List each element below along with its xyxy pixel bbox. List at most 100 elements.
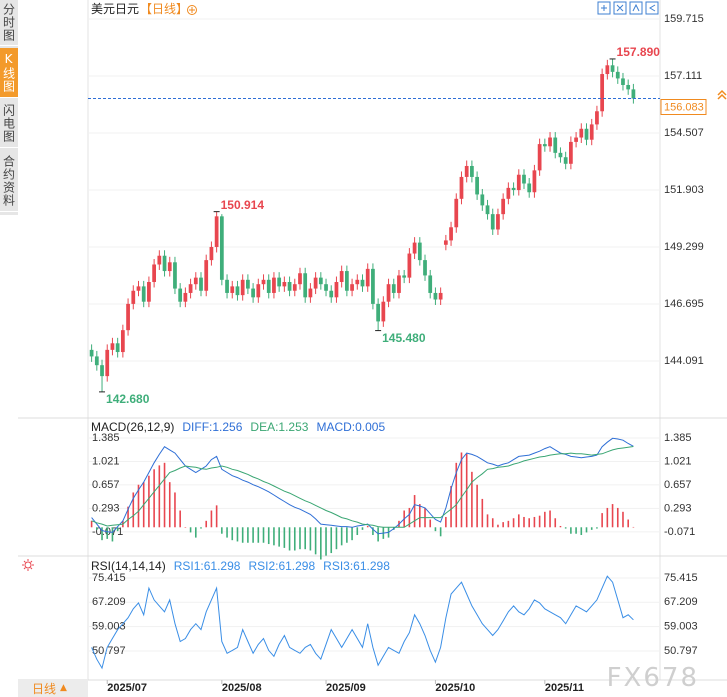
macd-bar [575,527,577,534]
candle-body [261,279,266,285]
legend-entry: RSI2:61.298 [248,559,315,573]
candle-body [240,279,245,296]
macd-bar [257,527,260,543]
draw-icon[interactable] [629,1,643,15]
sidebar-tab[interactable]: 分时图 [0,0,18,46]
macd-bar [231,527,234,541]
y-tick-label: 146.695 [664,298,704,310]
macd-bar [559,525,562,528]
candle-body [417,242,422,261]
macd-bar [554,518,557,528]
macd-bar [606,507,609,528]
period-selector[interactable]: 日线 ▲ [18,679,88,697]
sidebar-tab[interactable]: 闪电图 [0,100,18,148]
candle-body [230,286,235,293]
series-line [91,446,634,528]
candle-body [324,284,328,291]
macd-bar [247,527,249,543]
sidebar-tab[interactable]: K线图 [0,48,18,98]
macd-bar [189,527,192,533]
macd-bar [330,527,333,554]
candle-body [256,284,261,298]
macd-bar [460,452,463,528]
zoom-icon[interactable] [597,1,611,15]
macd-bar [601,513,603,528]
candle-body [610,65,615,72]
macd-bar [288,527,291,551]
macd-bar [106,527,109,539]
candle-body [553,137,558,153]
candle-body [490,214,495,230]
candle-body [355,279,360,285]
candle-body [532,170,537,193]
candle-body [282,282,287,287]
candle-body [214,216,219,247]
macd-bar [179,510,181,528]
candle-body [110,343,115,350]
toolbar [597,1,659,15]
legend-entry: DIFF:1.256 [182,420,242,434]
legend-entry: RSI1:61.298 [174,559,241,573]
shrink-icon[interactable] [613,1,627,15]
candle-body [506,187,511,199]
macd-bar [590,527,593,530]
candle-body [605,65,610,75]
back-icon[interactable] [645,1,659,15]
macd-bar [116,527,119,532]
candle-body [454,198,459,228]
macd-bar [346,527,348,543]
legend-entry: RSI3:61.298 [323,559,390,573]
y-tick-label: 0.293 [664,502,692,514]
legend-entry: MACD:0.005 [316,420,385,434]
candle-body [287,282,292,291]
candle-body [209,246,214,261]
y-tick-label: 154.507 [664,127,704,139]
last-price-box [660,98,707,115]
candle-body [391,284,396,293]
candle-body [334,282,339,298]
y-tick-label: 75.415 [664,572,698,584]
candle-body [141,286,146,302]
macd-bar [132,492,135,528]
candle-body [193,277,198,285]
candle-body [225,279,229,293]
candle-body [339,271,344,282]
macd-bar [356,527,359,536]
add-icon[interactable] [187,5,197,15]
macd-bar [616,507,619,528]
candle-body [183,292,188,302]
macd-bar [450,486,452,528]
macd-bar [309,527,312,551]
candle-body [522,174,526,184]
candle-body [485,205,490,215]
settings-icon[interactable] [22,559,34,571]
candle-body [115,343,120,353]
candle-body [443,240,448,245]
candle-body [496,214,500,230]
candle-body [631,89,636,99]
candle-body [589,124,594,140]
candle-body [246,279,250,289]
y-tick-label: 159.715 [664,13,704,25]
macd-bar [538,515,541,528]
y-tick-label: 67.209 [664,596,698,608]
candle-body [626,84,631,90]
macd-bar [137,484,140,528]
candle-body [303,273,308,298]
candle-body [480,194,485,206]
period-label[interactable]: 【日线】 [140,2,188,16]
candle-body [516,174,521,191]
candle-body [318,277,323,285]
sidebar: 分时图 K线图闪电图合约资料 [0,0,18,215]
y-tick-label: 1.021 [664,455,692,467]
y-tick-label: 144.091 [664,355,704,367]
y-tick-label: 75.415 [92,572,126,584]
macd-bar [163,462,166,528]
macd-bar [205,520,208,528]
chart-title: 美元日元 [91,2,139,16]
expand-arrow[interactable] [717,89,727,100]
sidebar-tab[interactable]: 合约资料 [0,150,18,212]
macd-bar [512,518,515,528]
macd-bar [314,527,317,555]
candle-body [563,157,568,164]
